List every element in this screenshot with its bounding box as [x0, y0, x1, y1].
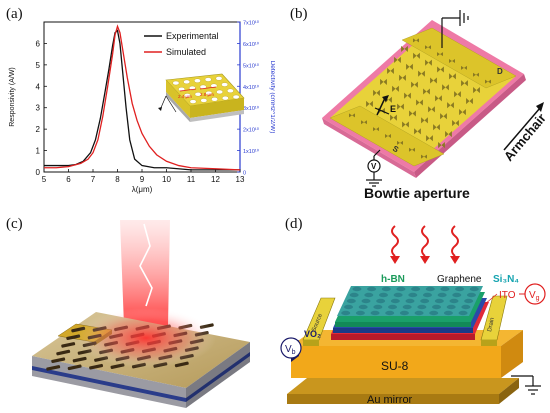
x-tick-label: 12: [211, 175, 220, 184]
voltage-source-icon: [366, 149, 382, 187]
panel-d-label: (d): [285, 216, 303, 232]
panel-a-label: (a): [6, 6, 23, 22]
bowtie-device-illustration: D S E V Armchair Bowtie aperture: [322, 10, 549, 201]
legend-entry: Experimental: [166, 31, 219, 41]
drain-label: Drain: [487, 317, 496, 332]
vb-label: Vb: [285, 344, 296, 356]
vg-terminal-icon: [519, 283, 546, 305]
y-right-tick-label: 1x10¹⁰: [243, 148, 260, 155]
inset-perforated-plate: 2.4 μm 2.8 μm: [158, 73, 245, 122]
y-right-tick-label: 6x10¹⁰: [243, 41, 260, 48]
x-tick-label: 9: [140, 175, 145, 184]
hbn-label: h-BN: [381, 274, 405, 285]
x-tick-label: 11: [187, 175, 196, 184]
y-left-tick-label: 4: [36, 82, 41, 91]
panel-d: (d) h-: [275, 206, 550, 413]
y-right-tick-label: 3x10¹⁰: [243, 105, 260, 112]
y-left-tick-label: 5: [36, 61, 41, 70]
y-right-axis-label: Detectivity (cmHz^1/2/W): [269, 61, 275, 134]
graphene-label: Graphene: [437, 274, 482, 285]
y-left-tick-label: 3: [36, 104, 41, 113]
panel-b-label: (b): [290, 6, 308, 22]
x-tick-label: 7: [91, 175, 96, 184]
bowtie-caption: Bowtie aperture: [364, 185, 470, 201]
responsivity-chart: 5 6 7 8 9 10 11 12 13012345601x10¹⁰2x10¹⁰3x10¹⁰4…: [9, 20, 275, 195]
y-left-tick-label: 1: [36, 147, 41, 156]
ground-icon-top: [441, 10, 469, 48]
panel-c: (c): [0, 206, 275, 413]
laser-illuminated-device-illustration: [32, 220, 250, 408]
panel-b: (b) D S E: [282, 0, 550, 206]
ito-label: ITO: [499, 290, 516, 301]
vb-terminal-icon: [280, 337, 302, 359]
au-mirror-label: Au mirror: [367, 394, 413, 406]
y-right-tick-label: 2x10¹⁰: [243, 127, 260, 134]
inset-label-period: 2.4 μm: [178, 94, 192, 99]
y-left-tick-label: 0: [36, 168, 41, 177]
x-axis-label: λ(μm): [132, 185, 153, 194]
legend-entry: Simulated: [166, 47, 206, 57]
panel-a: (a) 5 6 7 8 9 10 11 12 13 0 1 2 3 4 5 6 0 1x10¹⁰ 2x10¹⁰ 3x1…: [0, 0, 275, 206]
y-right-tick-label: 4x10¹⁰: [243, 84, 260, 91]
y-right-tick-label: 7x10¹⁰: [243, 20, 260, 27]
x-tick-label: 8: [115, 175, 120, 184]
y-left-tick-label: 6: [36, 39, 41, 48]
x-tick-label: 6: [66, 175, 71, 184]
y-left-tick-label: 2: [36, 125, 41, 134]
terminal-drain-label: D: [497, 67, 503, 76]
vg-label: Vg: [529, 290, 540, 302]
su8-label: SU-8: [381, 359, 409, 373]
inset-label-diameter: 2.8 μm: [200, 92, 214, 97]
armchair-arrow-icon: [503, 102, 544, 151]
terminal-source-label: S: [391, 144, 401, 155]
x-tick-label: 5: [42, 175, 47, 184]
si3n4-label: Si₃N₄: [493, 274, 519, 285]
panel-c-label: (c): [6, 216, 23, 232]
e-field-label: E: [390, 104, 396, 114]
series-line-simulated: [44, 24, 241, 171]
voltage-source-label: V: [371, 162, 377, 171]
y-right-tick-label: 0: [243, 171, 246, 177]
e-field-arrow-icon: [374, 95, 390, 116]
ground-icon-right: [511, 375, 541, 395]
y-right-tick-label: 5x10¹⁰: [243, 62, 260, 69]
graphene-detector-stack-illustration: h-BN Graphene Si₃N₄ ITO Vg Vb VO₂ Source…: [280, 225, 546, 406]
vo2-label: VO₂: [304, 329, 321, 339]
incident-light-wave-icons: [390, 225, 460, 264]
x-tick-label: 10: [162, 175, 171, 184]
armchair-label: Armchair: [501, 111, 549, 164]
y-left-axis-label: Responsivity (A/W): [9, 67, 16, 127]
x-tick-label: 13: [236, 175, 245, 184]
